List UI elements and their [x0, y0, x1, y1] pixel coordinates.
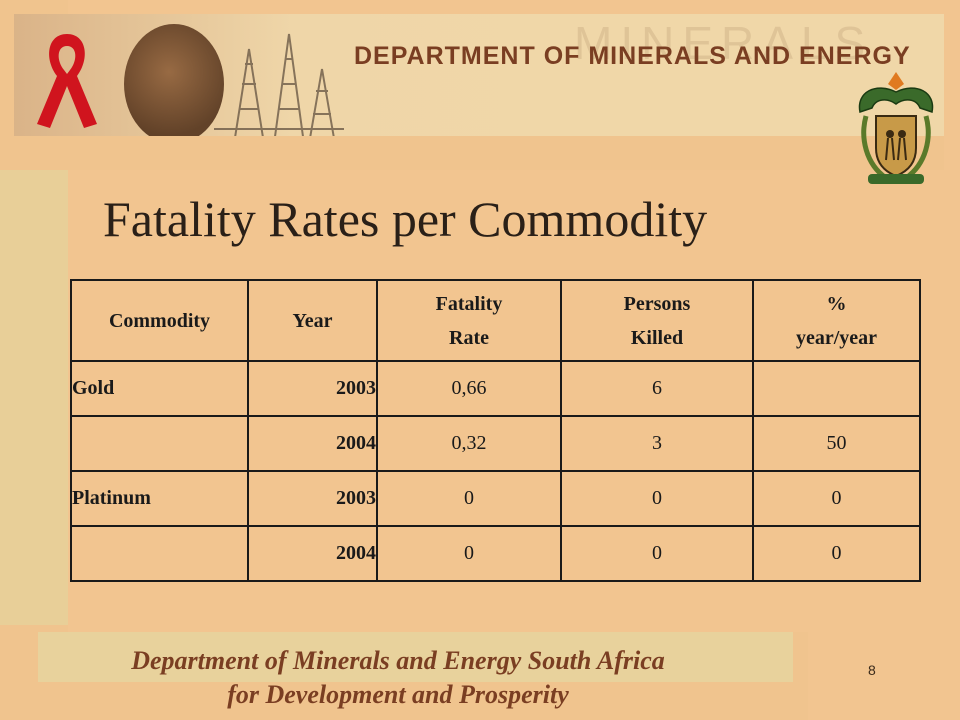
cell-persons-killed: 3	[560, 415, 754, 472]
cell-commodity	[70, 525, 249, 582]
cell-fatality-rate: 0	[376, 470, 562, 527]
cell-commodity: Gold	[70, 360, 249, 417]
cell-year: 2003	[247, 360, 378, 417]
footer-panel	[38, 632, 808, 720]
footer-line-1: Department of Minerals and Energy South …	[131, 646, 665, 675]
cell-percent-change: 50	[752, 415, 921, 472]
table-row: Gold 2003 0,66 6	[70, 360, 921, 417]
left-decorative-panel	[0, 170, 68, 625]
cell-fatality-rate: 0,66	[376, 360, 562, 417]
banner-watermark: MINERALS	[574, 17, 874, 69]
header-persons-killed: Persons Killed	[560, 279, 754, 362]
footer-line-2: for Development and Prosperity	[227, 680, 569, 709]
cell-percent-change: 0	[752, 470, 921, 527]
table-row: Platinum 2003 0 0 0	[70, 470, 921, 527]
table-header-row: Commodity Year Fatality Rate Persons Kille…	[70, 279, 921, 362]
cell-commodity	[70, 415, 249, 472]
header-banner: MINERALS DEPARTMENT OF MINERALS AND ENER…	[14, 14, 944, 170]
headgear-towers-image	[214, 33, 344, 144]
cell-fatality-rate: 0	[376, 525, 562, 582]
page-number: 8	[868, 662, 876, 678]
cell-persons-killed: 0	[560, 470, 754, 527]
aids-ribbon-icon	[37, 34, 97, 128]
cell-persons-killed: 6	[560, 360, 754, 417]
footer-tagline: Department of Minerals and Energy South …	[38, 644, 758, 712]
cell-persons-killed: 0	[560, 525, 754, 582]
table-row: 2004 0 0 0	[70, 525, 921, 582]
cell-fatality-rate: 0,32	[376, 415, 562, 472]
fatality-rates-table: Commodity Year Fatality Rate Persons Kille…	[70, 279, 921, 582]
cell-percent-change	[752, 360, 921, 417]
cell-year: 2004	[247, 415, 378, 472]
table-row: 2004 0,32 3 50	[70, 415, 921, 472]
header-commodity: Commodity	[70, 279, 249, 362]
miner-portrait-image	[124, 24, 224, 144]
header-percent-change: % year/year	[752, 279, 921, 362]
cell-year: 2003	[247, 470, 378, 527]
cell-year: 2004	[247, 525, 378, 582]
cell-percent-change: 0	[752, 525, 921, 582]
page-title: Fatality Rates per Commodity	[103, 191, 708, 247]
coat-of-arms-icon	[858, 72, 934, 184]
department-title: DEPARTMENT OF MINERALS AND ENERGY	[354, 42, 911, 70]
cell-commodity: Platinum	[70, 470, 249, 527]
header-year: Year	[247, 279, 378, 362]
header-fatality-rate: Fatality Rate	[376, 279, 562, 362]
